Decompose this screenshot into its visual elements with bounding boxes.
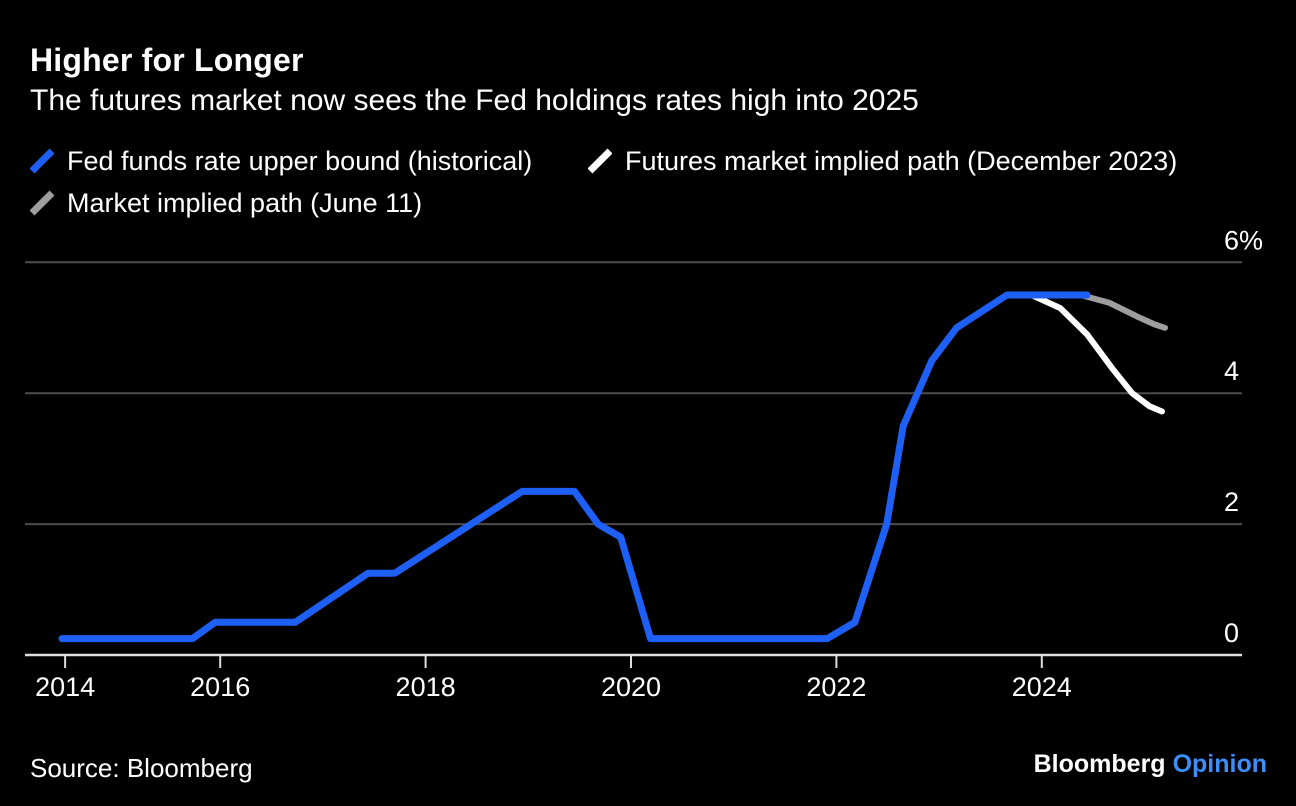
legend-label-fed-funds-historical: Fed funds rate upper bound (historical) [67, 145, 533, 176]
legend-swatch-gray-icon [30, 190, 54, 216]
brand-bloomberg: Bloomberg [1033, 750, 1166, 778]
x-axis-label-2022: 2022 [806, 672, 866, 702]
legend-item-futures-december-2023: Futures market implied path (December 20… [588, 146, 1177, 176]
bloomberg-opinion-logo: Bloomberg Opinion [1034, 750, 1267, 779]
legend-label-futures-december-2023: Futures market implied path (December 20… [625, 145, 1178, 176]
x-axis-label-2024: 2024 [1012, 672, 1072, 702]
legend-swatch-white-icon [588, 148, 612, 174]
y-axis-label-0: 0 [1224, 618, 1239, 648]
legend-swatch-gray-stroke [30, 190, 54, 216]
series-line-0 [58, 291, 1091, 643]
series-line-2 [1077, 292, 1168, 331]
legend-swatch-blue-icon [30, 148, 54, 174]
x-axis-label-2014: 2014 [35, 672, 95, 702]
source-note: Source: Bloomberg [30, 753, 253, 783]
legend-item-fed-funds-historical: Fed funds rate upper bound (historical) [30, 146, 532, 176]
legend-swatch-blue-stroke [30, 148, 54, 174]
legend-swatch-white-stroke [588, 148, 612, 174]
x-axis-label-2018: 2018 [396, 672, 456, 702]
legend-label-market-implied-june-11: Market implied path (June 11) [67, 187, 423, 218]
y-axis-label-6: 6% [1224, 225, 1263, 255]
y-axis-label-4: 4 [1224, 356, 1239, 386]
series-line-1 [1028, 292, 1165, 415]
x-axis-label-2016: 2016 [190, 672, 250, 702]
page-subtitle: The futures market now sees the Fed hold… [30, 84, 919, 117]
x-axis-label-2020: 2020 [601, 672, 661, 702]
y-axis-label-2: 2 [1224, 487, 1239, 517]
page-title: Higher for Longer [30, 42, 304, 78]
legend-item-market-implied-june-11: Market implied path (June 11) [30, 188, 422, 218]
brand-opinion: Opinion [1172, 750, 1267, 778]
